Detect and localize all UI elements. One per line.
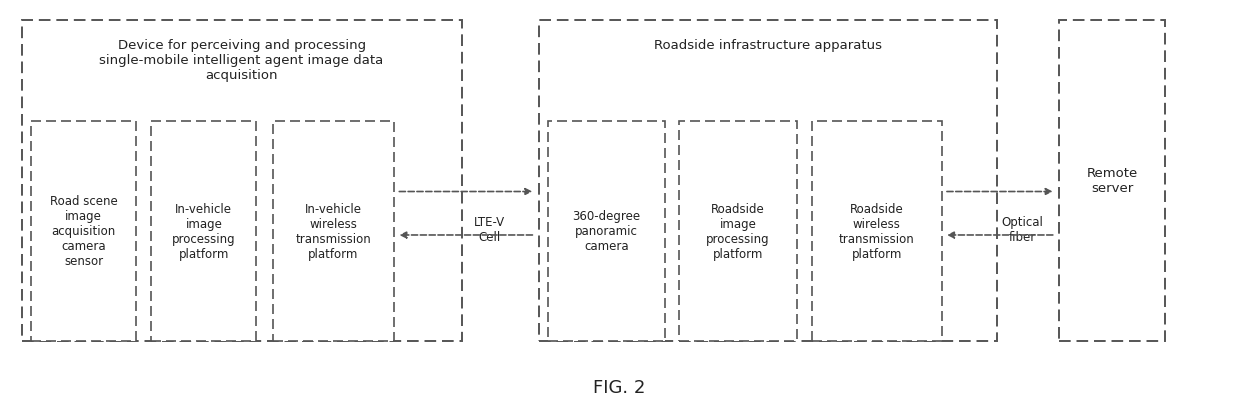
Text: Device for perceiving and processing
single-mobile intelligent agent image data
: Device for perceiving and processing sin… <box>99 39 384 82</box>
Bar <box>1059 21 1165 341</box>
Bar <box>812 122 942 341</box>
Text: Roadside
wireless
transmission
platform: Roadside wireless transmission platform <box>839 202 914 260</box>
Text: LTE-V
Cell: LTE-V Cell <box>473 215 506 243</box>
Bar <box>273 122 394 341</box>
Bar <box>539 21 997 341</box>
Text: Remote
server: Remote server <box>1087 167 1137 195</box>
Text: Roadside infrastructure apparatus: Roadside infrastructure apparatus <box>654 39 882 52</box>
Text: Roadside
image
processing
platform: Roadside image processing platform <box>706 202 769 260</box>
Text: 360-degree
panoramic
camera: 360-degree panoramic camera <box>572 210 641 253</box>
Text: FIG. 2: FIG. 2 <box>593 379 646 396</box>
Bar <box>31 122 136 341</box>
Bar <box>548 122 665 341</box>
Text: Optical
fiber: Optical fiber <box>1001 215 1043 243</box>
Bar <box>151 122 256 341</box>
Bar <box>22 21 462 341</box>
Bar <box>679 122 797 341</box>
Text: In-vehicle
wireless
transmission
platform: In-vehicle wireless transmission platfor… <box>295 202 372 260</box>
Text: Road scene
image
acquisition
camera
sensor: Road scene image acquisition camera sens… <box>50 195 118 268</box>
Text: In-vehicle
image
processing
platform: In-vehicle image processing platform <box>172 202 235 260</box>
